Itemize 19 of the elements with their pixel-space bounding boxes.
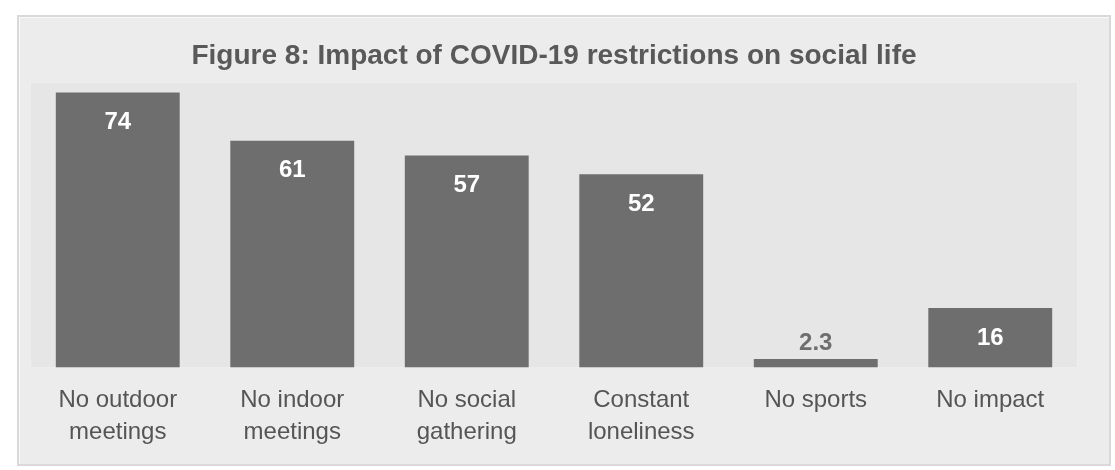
x-tick-label: No indoor meetings xyxy=(240,384,345,444)
bar xyxy=(55,92,180,368)
x-tick-label: No social gathering xyxy=(416,384,517,444)
bar xyxy=(753,358,878,368)
bar xyxy=(928,308,1053,368)
data-label: 2.3 xyxy=(799,328,833,356)
x-tick-label: No outdoor meetings xyxy=(58,384,178,444)
x-tick-label: No impact xyxy=(936,384,1045,412)
bar xyxy=(230,140,355,368)
chart-title: Figure 8: Impact of COVID-19 restrictions on social life xyxy=(191,38,917,70)
data-label: 74 xyxy=(104,106,132,134)
bar xyxy=(404,155,529,368)
data-label: 61 xyxy=(278,155,306,183)
data-label: 16 xyxy=(976,322,1004,350)
x-tick-label: Constant loneliness xyxy=(587,384,695,444)
data-label: 57 xyxy=(453,170,481,198)
x-tick-label: No sports xyxy=(764,384,868,412)
data-label: 52 xyxy=(627,188,655,216)
bar xyxy=(579,174,704,368)
